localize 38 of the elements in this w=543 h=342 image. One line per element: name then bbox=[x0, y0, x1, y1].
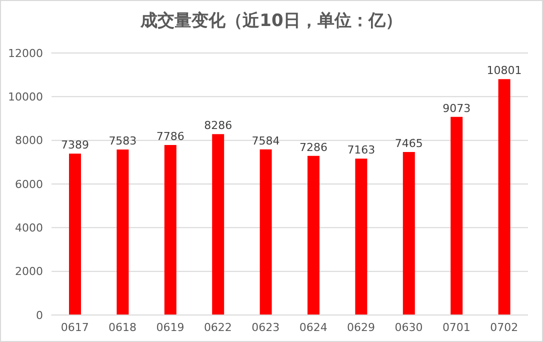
chart-title: 成交量变化（近10日，单位：亿） bbox=[139, 10, 404, 32]
x-tick-label: 0630 bbox=[394, 320, 423, 334]
data-label: 9073 bbox=[442, 102, 471, 115]
data-label: 7286 bbox=[300, 140, 328, 154]
data-label: 8286 bbox=[204, 119, 232, 132]
y-tick-label: 6000 bbox=[15, 178, 43, 191]
bar bbox=[355, 158, 368, 315]
x-tick-label: 0624 bbox=[299, 320, 328, 334]
data-label: 7584 bbox=[252, 134, 280, 148]
y-tick-label: 4000 bbox=[15, 222, 43, 235]
bar bbox=[116, 149, 129, 315]
bar bbox=[498, 79, 510, 315]
x-tick-label: 0618 bbox=[108, 320, 137, 334]
x-tick-label: 0619 bbox=[156, 320, 184, 334]
data-label: 7465 bbox=[394, 137, 423, 150]
data-label: 10801 bbox=[486, 64, 522, 78]
x-tick-label: 0623 bbox=[252, 320, 280, 334]
x-tick-label: 0701 bbox=[442, 320, 470, 334]
y-tick-label: 2000 bbox=[15, 265, 43, 278]
data-label: 7786 bbox=[156, 130, 184, 144]
bar bbox=[69, 154, 81, 315]
bar bbox=[260, 149, 272, 315]
data-label: 7389 bbox=[61, 138, 89, 152]
x-tick-label: 0617 bbox=[60, 320, 89, 334]
y-tick-label: 0 bbox=[36, 308, 43, 322]
bar bbox=[450, 116, 463, 315]
y-tick-label: 8000 bbox=[15, 134, 43, 148]
x-tick-label: 0702 bbox=[490, 320, 518, 334]
x-tick-label: 0622 bbox=[204, 320, 232, 334]
data-label: 7163 bbox=[347, 144, 376, 157]
bar bbox=[402, 152, 415, 315]
bar bbox=[212, 134, 224, 315]
bar bbox=[308, 156, 320, 315]
y-tick-label: 10000 bbox=[8, 90, 43, 104]
x-tick-label: 0629 bbox=[347, 320, 376, 334]
y-tick-label: 12000 bbox=[8, 46, 43, 60]
bar bbox=[164, 145, 176, 315]
data-label: 7583 bbox=[108, 134, 137, 148]
